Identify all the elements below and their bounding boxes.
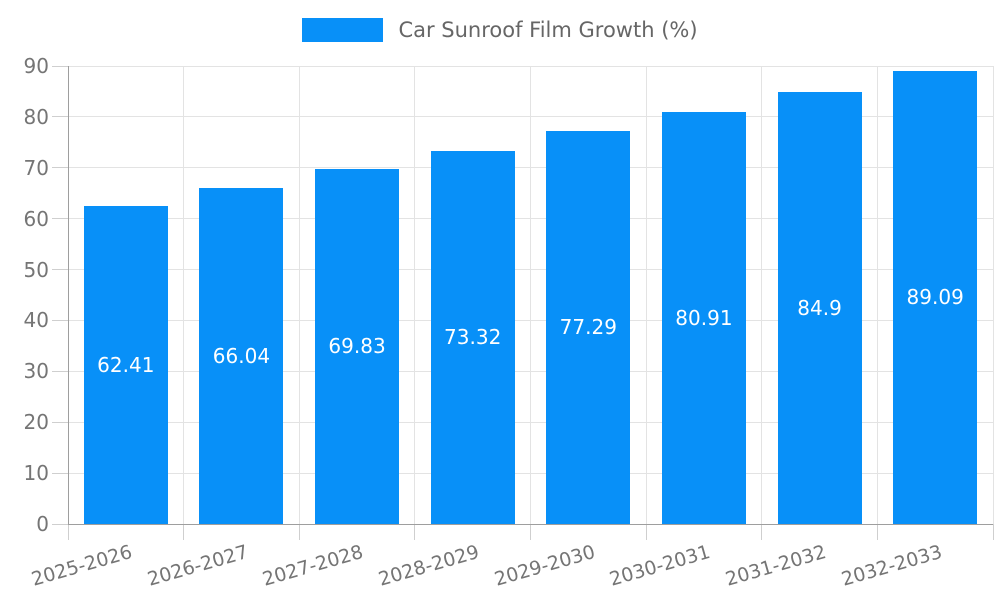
x-gridline — [298, 66, 300, 524]
x-tick — [876, 524, 878, 540]
x-gridline — [992, 66, 994, 524]
x-gridline — [761, 66, 763, 524]
x-tick-label: 2028-2029 — [376, 541, 482, 591]
bar-value-label: 69.83 — [328, 334, 386, 359]
x-tick — [645, 524, 647, 540]
x-tick-label: 2026-2027 — [144, 541, 251, 591]
x-tick-label: 2032-2033 — [838, 541, 945, 591]
bar[interactable] — [315, 168, 400, 524]
x-tick — [414, 524, 416, 540]
y-tick — [52, 167, 68, 169]
x-gridline — [414, 66, 416, 524]
y-tick — [52, 319, 68, 321]
y-tick-label: 30 — [23, 359, 49, 384]
y-tick — [52, 421, 68, 423]
x-tick-label: 2025-2026 — [29, 541, 135, 591]
chart-legend[interactable]: Car Sunroof Film Growth (%) — [0, 18, 1000, 42]
x-tick-label: 2030-2031 — [607, 541, 714, 591]
x-tick — [530, 524, 531, 540]
x-gridline — [183, 66, 185, 524]
y-tick-label: 90 — [23, 54, 49, 78]
bar[interactable] — [777, 91, 862, 524]
y-tick-label: 80 — [23, 104, 49, 129]
bar[interactable] — [430, 150, 515, 524]
y-axis-line — [67, 66, 69, 524]
x-tick-label: 2031-2032 — [722, 541, 829, 591]
bar-value-label: 66.04 — [212, 343, 271, 368]
y-tick-label: 40 — [23, 308, 49, 333]
legend-label: Car Sunroof Film Growth (%) — [398, 18, 698, 42]
bar-value-label: 62.41 — [97, 353, 155, 378]
bar[interactable] — [661, 112, 746, 524]
x-tick-label: 2027-2028 — [260, 541, 367, 591]
y-tick-label: 10 — [23, 461, 49, 486]
y-tick — [52, 218, 68, 220]
y-tick — [52, 523, 68, 525]
x-tick — [67, 524, 69, 540]
bar[interactable] — [893, 70, 978, 524]
y-tick-label: 20 — [23, 410, 49, 435]
x-tick — [183, 524, 185, 540]
y-tick — [52, 472, 68, 474]
y-tick-label: 0 — [36, 512, 49, 536]
y-tick — [52, 370, 68, 372]
bar-value-label: 80.91 — [675, 306, 733, 331]
y-tick-label: 50 — [23, 257, 49, 282]
bar[interactable] — [83, 206, 168, 524]
y-tick-label: 70 — [23, 155, 49, 180]
x-tick-label: 2029-2030 — [491, 541, 598, 591]
x-gridline — [876, 66, 878, 524]
y-tick — [52, 65, 68, 67]
x-tick — [298, 524, 300, 540]
legend-swatch-icon — [302, 18, 384, 42]
x-tick — [992, 524, 994, 540]
x-axis-line — [68, 523, 993, 525]
bar-value-label: 89.09 — [906, 285, 964, 310]
x-gridline — [530, 66, 531, 524]
x-tick — [761, 524, 763, 540]
x-gridline — [645, 66, 647, 524]
bar-value-label: 73.32 — [444, 325, 502, 350]
y-tick — [52, 116, 68, 118]
bar-value-label: 84.9 — [797, 295, 842, 320]
bar-value-label: 77.29 — [559, 315, 617, 340]
y-tick-label: 60 — [23, 206, 49, 231]
bar[interactable] — [546, 130, 631, 524]
y-tick — [52, 269, 68, 271]
bar[interactable] — [199, 187, 284, 524]
